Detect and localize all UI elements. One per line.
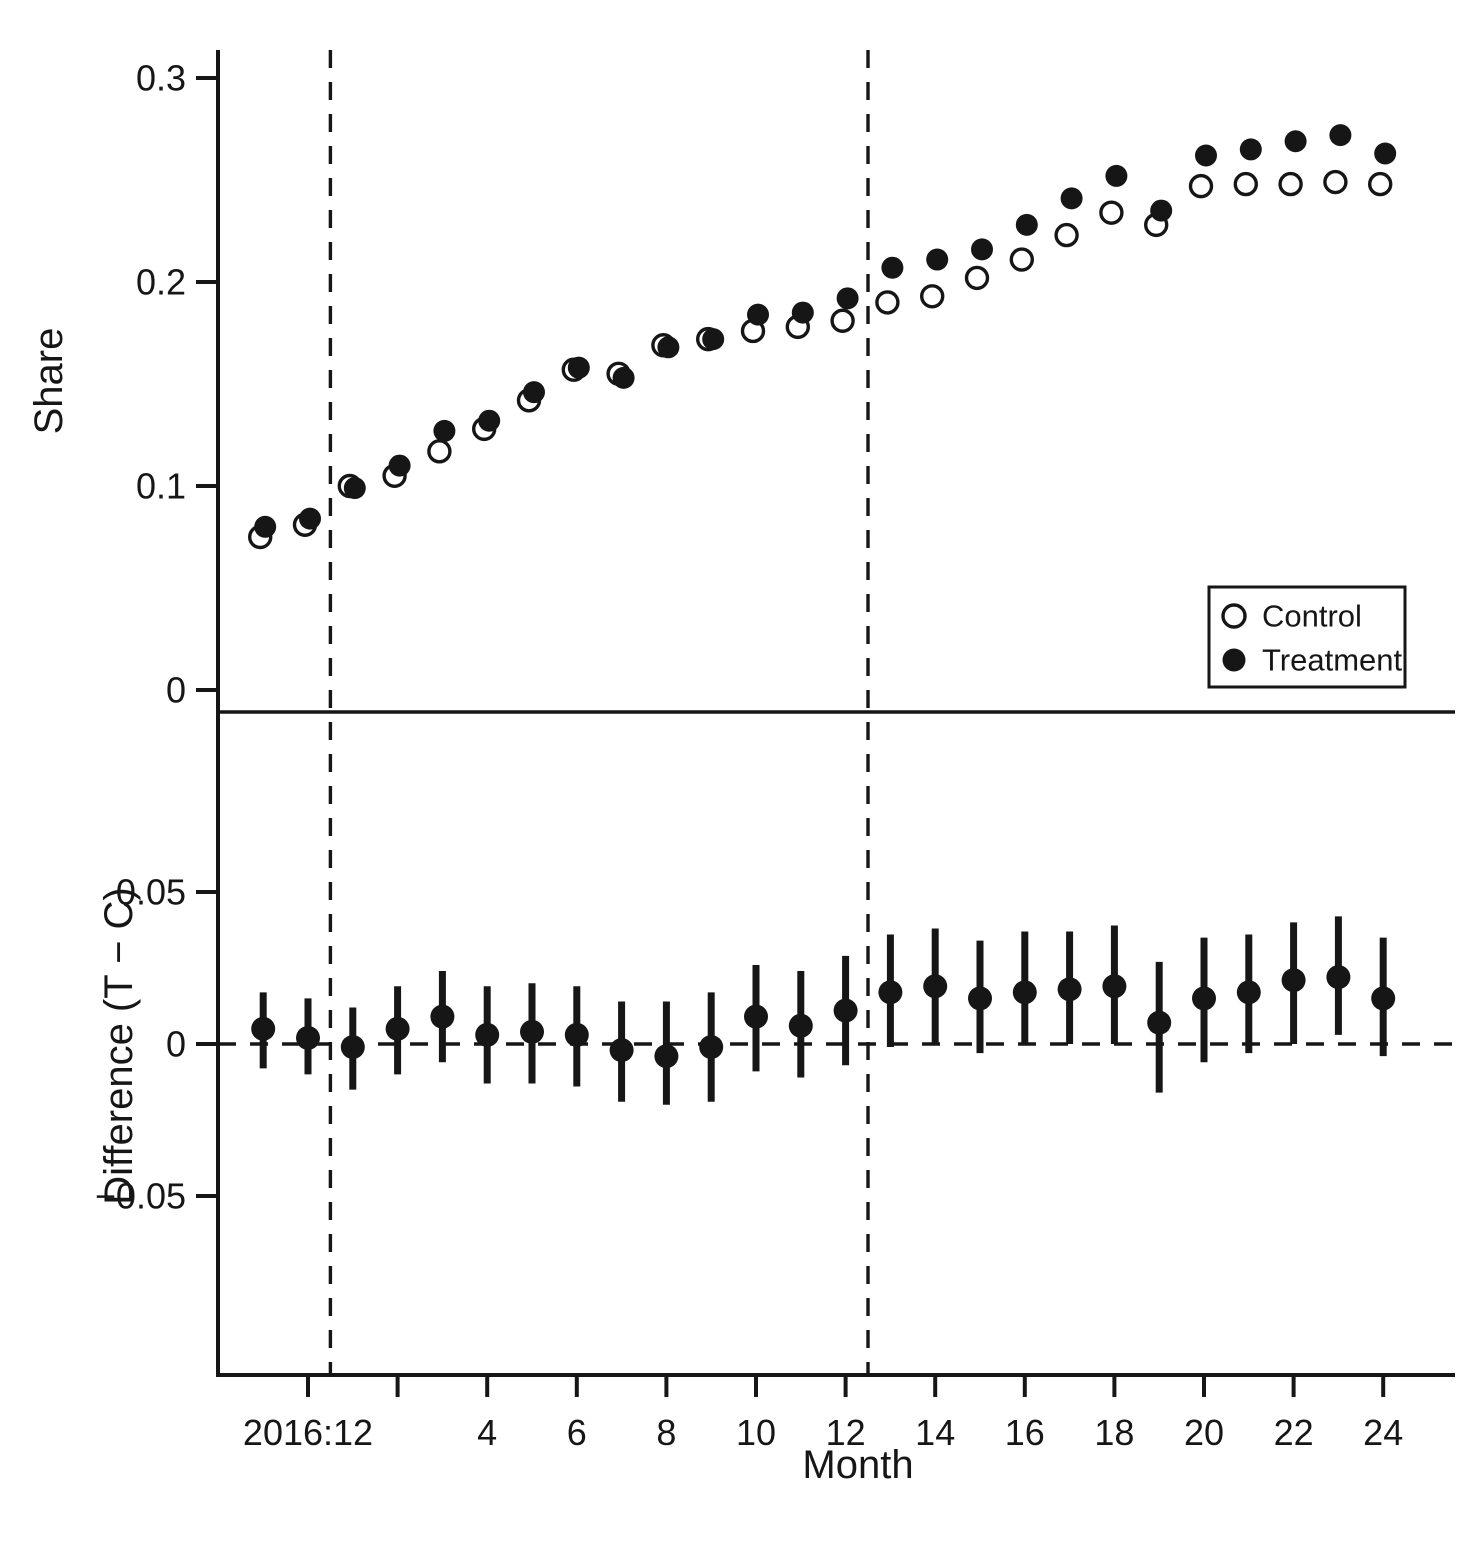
x-tick-label: 20 (1184, 1412, 1224, 1453)
control-data-point (875, 290, 900, 315)
treatment-data-point (747, 303, 769, 326)
difference-data-point (1371, 986, 1396, 1011)
difference-data-point (1281, 968, 1306, 993)
difference-data-point (744, 1004, 768, 1029)
control-data-point (427, 439, 452, 464)
difference-data-point (1057, 977, 1082, 1002)
x-tick-label: 8 (656, 1412, 676, 1453)
treatment-data-point (1105, 164, 1128, 187)
difference-data-point (475, 1022, 500, 1047)
difference-data-point (1236, 980, 1261, 1005)
difference-data-point (878, 980, 903, 1005)
difference-data-point (1192, 986, 1216, 1011)
legend-treatment-filled-circle-icon (1222, 648, 1246, 672)
treatment-data-point (612, 366, 635, 389)
legend-treatment-label: Treatment (1262, 643, 1403, 678)
treatment-data-point (702, 328, 725, 351)
axis-titles: Share Difference (T − C) Month (27, 328, 914, 1487)
difference-data-point (520, 1019, 544, 1044)
treatment-data-point (1060, 187, 1083, 210)
difference-data-point (430, 1004, 455, 1029)
treatment-data-point (388, 454, 411, 477)
difference-data-point (923, 974, 948, 999)
x-tick-label: 24 (1363, 1412, 1403, 1453)
x-tick-label: 22 (1274, 1412, 1314, 1453)
treatment-data-point (1284, 130, 1307, 153)
treatment-data-point (567, 356, 590, 379)
difference-data-point (788, 1013, 813, 1038)
difference-data-point (564, 1022, 589, 1047)
treatment-data-point (1239, 138, 1262, 161)
difference-data-point (340, 1035, 365, 1060)
difference-data-point (699, 1035, 724, 1060)
difference-data-point (1147, 1010, 1172, 1035)
difference-data-point (1102, 974, 1127, 999)
x-tick-label: 18 (1094, 1412, 1134, 1453)
y-tick-label-top: 0.1 (136, 466, 186, 507)
y-tick-label-bottom: −0.05 (95, 1176, 186, 1217)
x-tick-label: 2016:12 (243, 1412, 373, 1453)
legend-control-open-circle-icon (1221, 603, 1247, 629)
treatment-data-point (299, 507, 321, 530)
treatment-data-point (478, 409, 501, 432)
difference-data-point (1326, 965, 1351, 990)
x-tick-label: 10 (736, 1412, 776, 1453)
control-data-point (1188, 173, 1214, 199)
y-axis-title-bottom: Difference (T − C) (97, 887, 141, 1205)
control-data-point (1233, 171, 1259, 197)
treatment-data-point (926, 248, 949, 271)
legend-control-label: Control (1262, 599, 1362, 634)
difference-data-point (1012, 980, 1037, 1005)
control-data-point (920, 284, 945, 309)
control-data-point (964, 265, 990, 291)
difference-data-point (251, 1016, 276, 1041)
treatment-data-point (1015, 213, 1038, 236)
treatment-data-point (881, 256, 904, 279)
legend: Control Treatment (1207, 585, 1407, 689)
treatment-data-point (433, 419, 456, 442)
treatment-data-point (836, 287, 859, 310)
treatment-data-point (1374, 142, 1397, 165)
treatment-data-point (523, 381, 545, 404)
y-tick-label-bottom: 0 (166, 1024, 186, 1065)
control-data-point (1009, 247, 1034, 272)
x-tick-label: 4 (477, 1412, 497, 1453)
difference-data-point (385, 1016, 410, 1041)
y-tick-label-top: 0.2 (136, 262, 186, 303)
x-tick-label: 14 (915, 1412, 955, 1453)
control-data-point (1367, 171, 1393, 197)
treatment-data-point (1195, 144, 1217, 167)
difference-data-point (296, 1025, 320, 1050)
control-data-point (830, 308, 855, 333)
difference-data-point (609, 1038, 634, 1063)
control-data-point (1054, 222, 1079, 248)
treatment-data-point (971, 238, 993, 261)
treatment-data-point (343, 477, 366, 500)
treatment-data-point (791, 301, 814, 324)
difference-data-point (833, 998, 858, 1023)
x-tick-label: 12 (826, 1412, 866, 1453)
difference-data-point (968, 986, 992, 1011)
y-axis-title-top: Share (27, 328, 71, 435)
treatment-data-point (657, 336, 680, 359)
y-tick-label-top: 0 (166, 670, 186, 711)
x-axis-title: Month (802, 1443, 913, 1487)
control-data-point (1278, 171, 1303, 197)
y-tick-label-top: 0.3 (136, 58, 186, 99)
treatment-data-point (1150, 199, 1173, 222)
plot-layer: 0 0.1 0.2 0.3 −0.05 0 0.05 2016:12 4 6 8 10 12 14 16 18… (95, 50, 1455, 1453)
legend-box (1207, 585, 1407, 689)
difference-data-point (654, 1044, 679, 1069)
x-tick-label: 16 (1005, 1412, 1045, 1453)
y-tick-label-bottom: 0.05 (116, 872, 186, 913)
treatment-data-point (1329, 124, 1352, 147)
control-data-point (1099, 200, 1124, 225)
treatment-data-point (254, 515, 277, 538)
control-data-point (1323, 169, 1348, 195)
x-tick-label: 6 (567, 1412, 587, 1453)
